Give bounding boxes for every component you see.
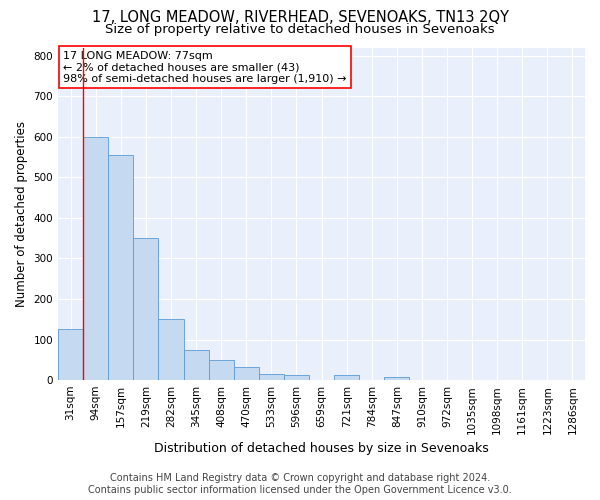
Bar [83, 136, 108, 380]
Bar [259, 374, 284, 380]
Y-axis label: Number of detached properties: Number of detached properties [15, 121, 28, 307]
Bar [158, 319, 184, 380]
X-axis label: Distribution of detached houses by size in Sevenoaks: Distribution of detached houses by size … [154, 442, 489, 455]
Text: Contains HM Land Registry data © Crown copyright and database right 2024.
Contai: Contains HM Land Registry data © Crown c… [88, 474, 512, 495]
Text: 17 LONG MEADOW: 77sqm
← 2% of detached houses are smaller (43)
98% of semi-detac: 17 LONG MEADOW: 77sqm ← 2% of detached h… [64, 51, 347, 84]
Bar [209, 360, 233, 380]
Bar [284, 375, 309, 380]
Bar [108, 155, 133, 380]
Bar [184, 350, 209, 380]
Bar [58, 330, 83, 380]
Bar [334, 375, 359, 380]
Text: 17, LONG MEADOW, RIVERHEAD, SEVENOAKS, TN13 2QY: 17, LONG MEADOW, RIVERHEAD, SEVENOAKS, T… [91, 10, 509, 25]
Bar [233, 366, 259, 380]
Bar [384, 377, 409, 380]
Text: Size of property relative to detached houses in Sevenoaks: Size of property relative to detached ho… [105, 22, 495, 36]
Bar [133, 238, 158, 380]
